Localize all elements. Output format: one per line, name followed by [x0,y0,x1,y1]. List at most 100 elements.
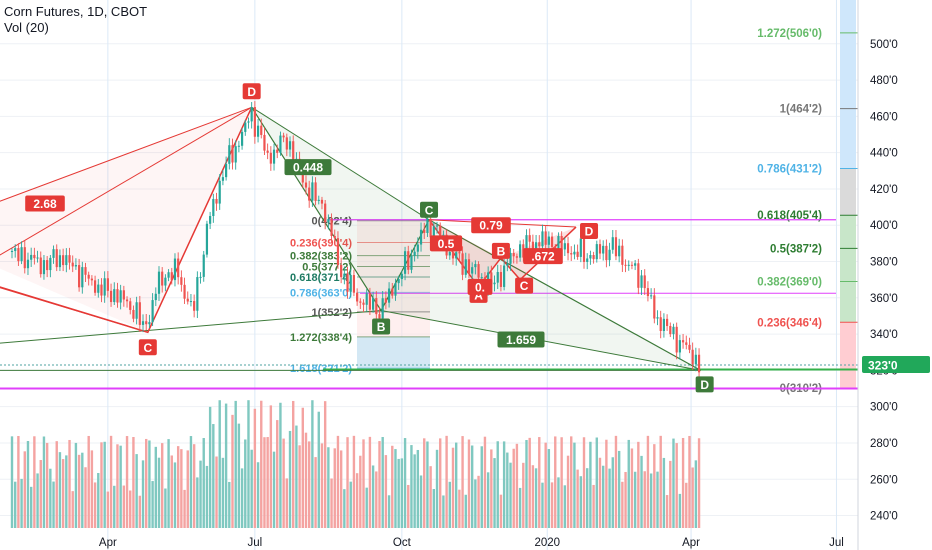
price-tick-label: 400'0 [870,220,898,232]
volume-bar [65,455,68,528]
point-label-text: C [425,203,434,217]
volume-bar [317,411,320,528]
candle-body [228,145,231,164]
candle-body [439,225,442,242]
fib-zone-blue [357,336,430,369]
candle-body [113,289,116,303]
candle-body [426,218,429,233]
volume-bar [81,452,84,528]
ratio-label: .672 [523,248,563,265]
volume-bar [138,495,142,528]
fib-mid-label: 1.618(321'2) [290,363,352,375]
candle-body [375,298,378,315]
candle-body [26,259,30,269]
candle-body [84,267,87,275]
candle-body [592,255,595,260]
volume-bar [685,482,688,528]
candle-body [685,342,688,345]
candle-body [42,260,46,275]
candle-body [400,273,403,280]
candle-body [209,216,212,224]
volume-bar [589,441,592,528]
volume-bar [547,449,551,528]
candle-body [697,354,701,373]
volume-bar [643,471,646,528]
point-label-text: D [700,378,709,392]
candle-body [643,275,646,289]
candle-body [688,344,691,350]
candle-body [640,275,643,288]
volume-indicator-label[interactable]: Vol (20) [4,20,49,35]
fib-right-label: 0.5(387'2) [770,243,822,255]
volume-bar [355,473,359,528]
candle-body [611,237,614,250]
volume-bar [84,467,87,528]
candle-body [384,298,387,303]
candle-body [311,182,314,201]
volume-bar [279,402,282,528]
candle-body [598,244,602,254]
volume-bar [61,459,65,528]
candle-body [387,288,391,303]
volume-bar [106,491,110,528]
volume-bar [10,436,14,528]
candle-body [665,318,669,327]
volume-bar [244,439,247,528]
candle-body [621,245,624,265]
volume-bar [595,437,598,528]
candle-body [145,321,148,325]
volume-bar [538,437,541,528]
time-tick-label: Oct [393,537,412,549]
volume-bar [512,448,515,528]
fib-right-label: 0.382(369'0) [757,276,822,288]
volume-bar [557,477,560,528]
volume-bar [387,495,391,528]
candle-body [669,326,672,335]
candle-body [167,272,170,278]
candle-body [71,262,74,267]
candle-body [512,252,515,257]
point-label-bg [695,376,714,393]
volume-bar [669,460,672,528]
candle-body [461,253,464,275]
point-label-bg [491,242,510,259]
candle-body [429,218,432,238]
volume-bar [474,479,477,528]
symbol-title[interactable]: Corn Futures, 1D, CBOT [4,4,148,19]
point-label-bg [372,318,391,335]
candle-body [333,235,336,239]
candle-body [250,107,253,122]
volume-bar [93,482,97,528]
point-label-bg [515,277,534,294]
volume-bar [630,448,634,528]
candle-body [125,299,129,302]
volume-bar [649,473,653,528]
volume-bar [164,488,167,528]
volume-bar [87,435,90,528]
volume-bar [470,445,474,528]
candle-body [161,271,164,286]
volume-bar [240,468,244,528]
candle-body [103,278,106,296]
volume-bar [151,481,154,528]
candle-body [186,298,189,302]
candle-body [678,340,681,353]
fib-mid-label: 0.5(377'2) [302,262,352,274]
volume-bar [247,400,250,528]
volume-bar [544,442,547,528]
volume-bar [336,435,340,528]
candle-body [196,277,199,311]
time-tick-label: Jul [829,537,844,549]
volume-bar [419,475,423,528]
candle-body [129,301,132,310]
volume-bar [426,441,429,528]
candle-body [106,278,109,291]
candle-body [557,236,560,257]
candle-body [170,272,173,281]
candle-body [653,295,656,319]
candle-body [477,264,480,278]
volume-bar [250,449,253,528]
volume-bar [633,471,637,528]
